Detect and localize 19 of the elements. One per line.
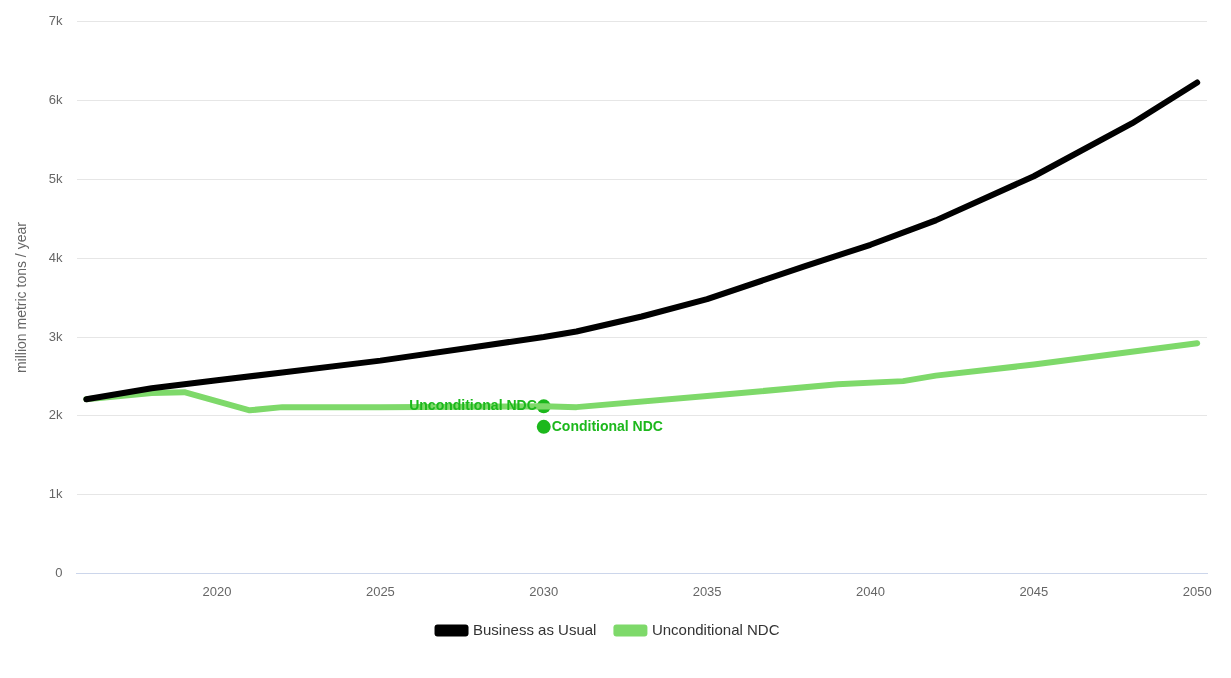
x-tick-label: 2040 bbox=[856, 583, 885, 599]
series-label: Conditional NDC bbox=[551, 417, 663, 434]
y-tick-label: 1k bbox=[48, 486, 64, 502]
y-tick-label: 0 bbox=[55, 564, 63, 580]
x-tick-label: 2030 bbox=[529, 583, 559, 599]
y-tick-label: 3k bbox=[48, 328, 64, 344]
x-tick-label: 2045 bbox=[1019, 583, 1049, 599]
x-tick-label: 2035 bbox=[692, 583, 722, 599]
y-tick-label: 2k bbox=[48, 407, 64, 423]
x-tick-label: 2050 bbox=[1182, 583, 1212, 599]
legend-label: Unconditional NDC bbox=[651, 620, 780, 638]
legend-label: Business as Usual bbox=[473, 620, 597, 638]
y-tick-label: 4k bbox=[48, 249, 64, 265]
y-tick-label: 7k bbox=[48, 13, 64, 29]
y-axis-title: million metric tons / year bbox=[13, 221, 30, 374]
y-tick-label: 5k bbox=[48, 170, 64, 186]
y-tick-label: 6k bbox=[48, 92, 64, 108]
x-tick-label: 2020 bbox=[202, 583, 232, 599]
x-tick-label: 2025 bbox=[365, 583, 395, 599]
